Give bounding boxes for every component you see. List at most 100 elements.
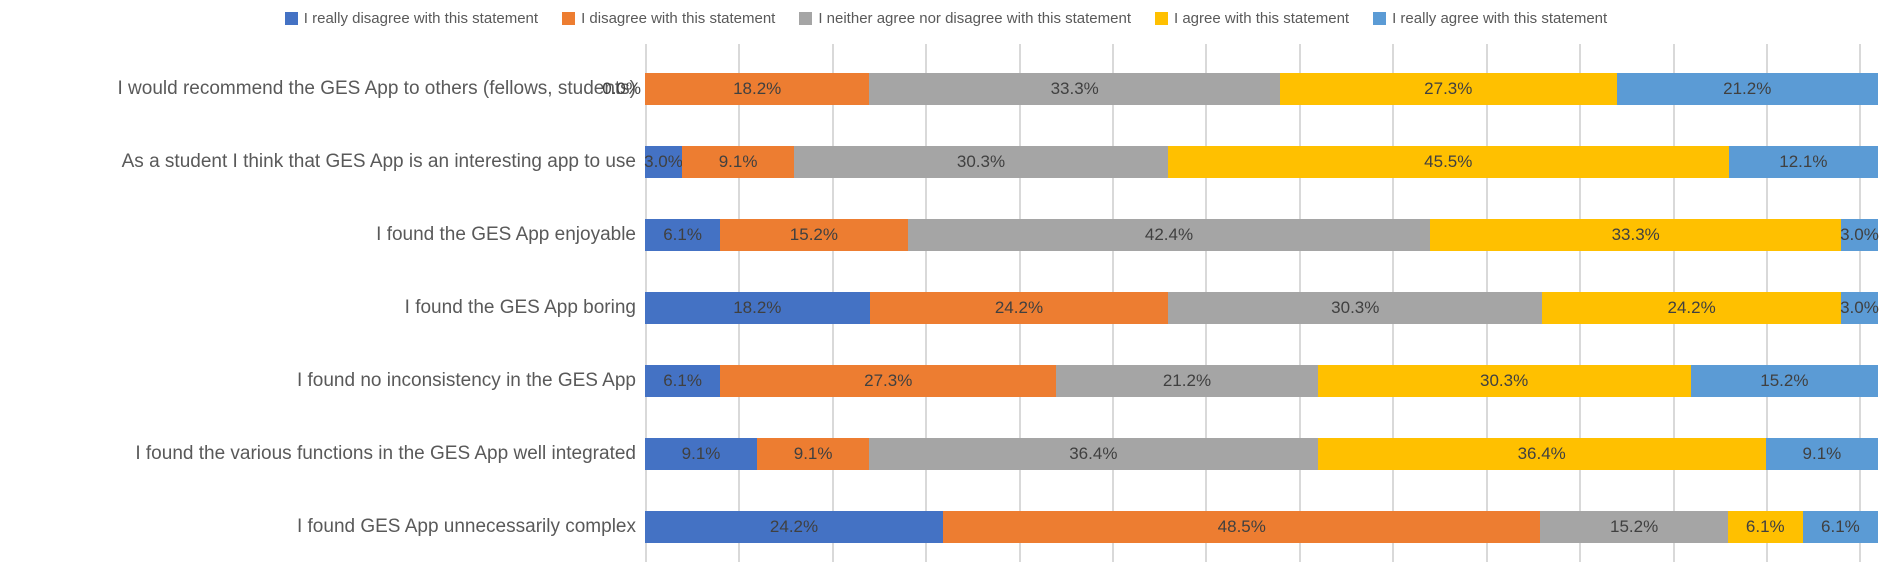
data-label: 0.0% (602, 78, 641, 98)
data-label: 15.2% (1760, 370, 1809, 390)
chart-row: As a student I think that GES App is an … (0, 125, 1892, 198)
chart-row: I found the various functions in the GES… (0, 417, 1892, 490)
bar-segment: 27.3% (1279, 72, 1617, 105)
data-label: 21.2% (1723, 78, 1772, 98)
bar-track: 3.0% 9.1% 30.3% 45.5% 12.1% (644, 145, 1878, 178)
bar-segment: 24.2% (869, 291, 1169, 324)
data-label: 45.5% (1424, 151, 1473, 171)
bar-track: 18.2% 24.2% 30.3% 24.2% 3.0% (645, 291, 1879, 324)
bar-segment: 30.3% (1317, 364, 1691, 397)
data-label: 15.2% (789, 224, 839, 244)
data-label: 3.0% (1840, 224, 1879, 244)
bar-segment: 12.1% (1728, 145, 1878, 178)
bar-segment: 15.2% (1540, 510, 1728, 543)
bar-segment: 27.3% (720, 364, 1057, 397)
bar-segment: 3.0% (1840, 218, 1879, 251)
legend-item: I agree with this statement (1155, 10, 1349, 27)
bar-segment: 30.3% (1168, 291, 1543, 324)
category-label: I found the various functions in the GES… (135, 442, 636, 464)
legend-label: I really agree with this statement (1392, 9, 1608, 27)
data-label: 12.1% (1779, 151, 1828, 171)
data-label: 6.1% (663, 370, 702, 390)
chart-row: I would recommend the GES App to others … (0, 52, 1892, 125)
data-label: 9.1% (681, 443, 721, 463)
legend-swatch-icon (1155, 11, 1168, 25)
bar-segment: 9.1% (681, 145, 795, 178)
bar-segment: 15.2% (720, 218, 908, 251)
bar-segment: 24.2% (645, 510, 944, 543)
bar-segment: 6.1% (645, 364, 721, 397)
legend-label: I disagree with this statement (581, 9, 776, 27)
legend-swatch-icon (562, 11, 576, 25)
bar-segment: 21.2% (1616, 72, 1878, 105)
bar-segment: 6.1% (1727, 510, 1803, 543)
bar-segment: 9.1% (1765, 437, 1878, 470)
bar-segment: 3.0% (644, 145, 683, 178)
bar-segment: 33.3% (1430, 218, 1841, 251)
bar-track: 0.0% 18.2% 33.3% 27.3% 21.2% (602, 72, 1878, 105)
bar-segment: 15.2% (1690, 364, 1878, 397)
data-label: 18.2% (733, 78, 782, 98)
legend-item: I really agree with this statement (1373, 10, 1607, 27)
bar-segment: 45.5% (1167, 145, 1729, 178)
bar-segment: 36.4% (869, 437, 1318, 470)
bar-track: 6.1% 15.2% 42.4% 33.3% 3.0% (645, 218, 1879, 251)
bar-segment: 9.1% (645, 437, 758, 470)
data-label: 24.2% (1667, 297, 1716, 317)
chart-row: I found the GES App enjoyable 6.1% 15.2% 42… (0, 198, 1892, 271)
legend-item: I neither agree nor disagree with this s… (799, 10, 1131, 27)
chart-row: I found no inconsistency in the GES App 6… (0, 344, 1892, 417)
bar-segment: 48.5% (943, 510, 1541, 543)
bar-track: 24.2% 48.5% 15.2% 6.1% 6.1% (645, 510, 1878, 543)
legend-item: I really disagree with this statement (284, 9, 539, 27)
bar-segment: 9.1% (757, 437, 870, 470)
data-label: 48.5% (1217, 516, 1266, 536)
bar-segment: 24.2% (1542, 291, 1841, 324)
bar-segment: 6.1% (1802, 510, 1878, 543)
bar-segment: 30.3% (794, 145, 1168, 178)
legend-label: I agree with this statement (1174, 9, 1350, 27)
data-label: 21.2% (1162, 370, 1212, 390)
data-label: 18.2% (733, 297, 782, 317)
bar-track: 9.1% 9.1% 36.4% 36.4% 9.1% (645, 437, 1878, 470)
data-label: 6.1% (1821, 516, 1860, 536)
data-label: 24.2% (769, 516, 819, 536)
data-label: 6.1% (663, 224, 702, 244)
legend-swatch-icon (799, 11, 813, 25)
legend-label: I neither agree nor disagree with this s… (818, 9, 1131, 27)
category-label: I found the GES App boring (404, 296, 636, 318)
category-label: As a student I think that GES App is an … (121, 150, 636, 172)
data-label: 27.3% (1424, 78, 1473, 98)
bar-segment: 21.2% (1056, 364, 1318, 397)
plot-area: I would recommend the GES App to others … (0, 44, 1892, 562)
data-label: 30.3% (1331, 297, 1380, 317)
data-label: 6.1% (1745, 516, 1785, 536)
data-label: 30.3% (1480, 370, 1529, 390)
bar-segment: 18.2% (645, 72, 870, 105)
bar-segment: 18.2% (645, 291, 870, 324)
data-label: 42.4% (1144, 224, 1194, 244)
bar-segment: 36.4% (1317, 437, 1766, 470)
data-label: 15.2% (1609, 516, 1659, 536)
bar-segment: 42.4% (907, 218, 1431, 251)
data-label: 9.1% (1802, 443, 1842, 463)
legend-swatch-icon (1373, 11, 1387, 25)
category-label: I found GES App unnecessarily complex (296, 515, 636, 537)
legend-swatch-icon (284, 11, 298, 25)
category-label: I found the GES App enjoyable (376, 223, 636, 245)
bar-segment: 3.0% (1840, 291, 1879, 324)
data-label: 9.1% (793, 443, 833, 463)
data-label: 3.0% (1840, 297, 1879, 317)
chart-rows: I would recommend the GES App to others … (0, 52, 1892, 562)
data-label: 36.4% (1069, 443, 1118, 463)
legend-item: I disagree with this statement (562, 10, 775, 27)
legend: I really disagree with this statement I d… (0, 0, 1892, 31)
data-label: 30.3% (956, 151, 1006, 171)
data-label: 33.3% (1611, 224, 1660, 244)
data-label: 3.0% (644, 151, 683, 171)
data-label: 33.3% (1050, 78, 1099, 98)
chart-row: I found GES App unnecessarily complex 24.… (0, 490, 1892, 562)
bar-segment: 33.3% (869, 72, 1280, 105)
data-label: 9.1% (718, 151, 758, 171)
legend-label: I really disagree with this statement (303, 9, 539, 27)
